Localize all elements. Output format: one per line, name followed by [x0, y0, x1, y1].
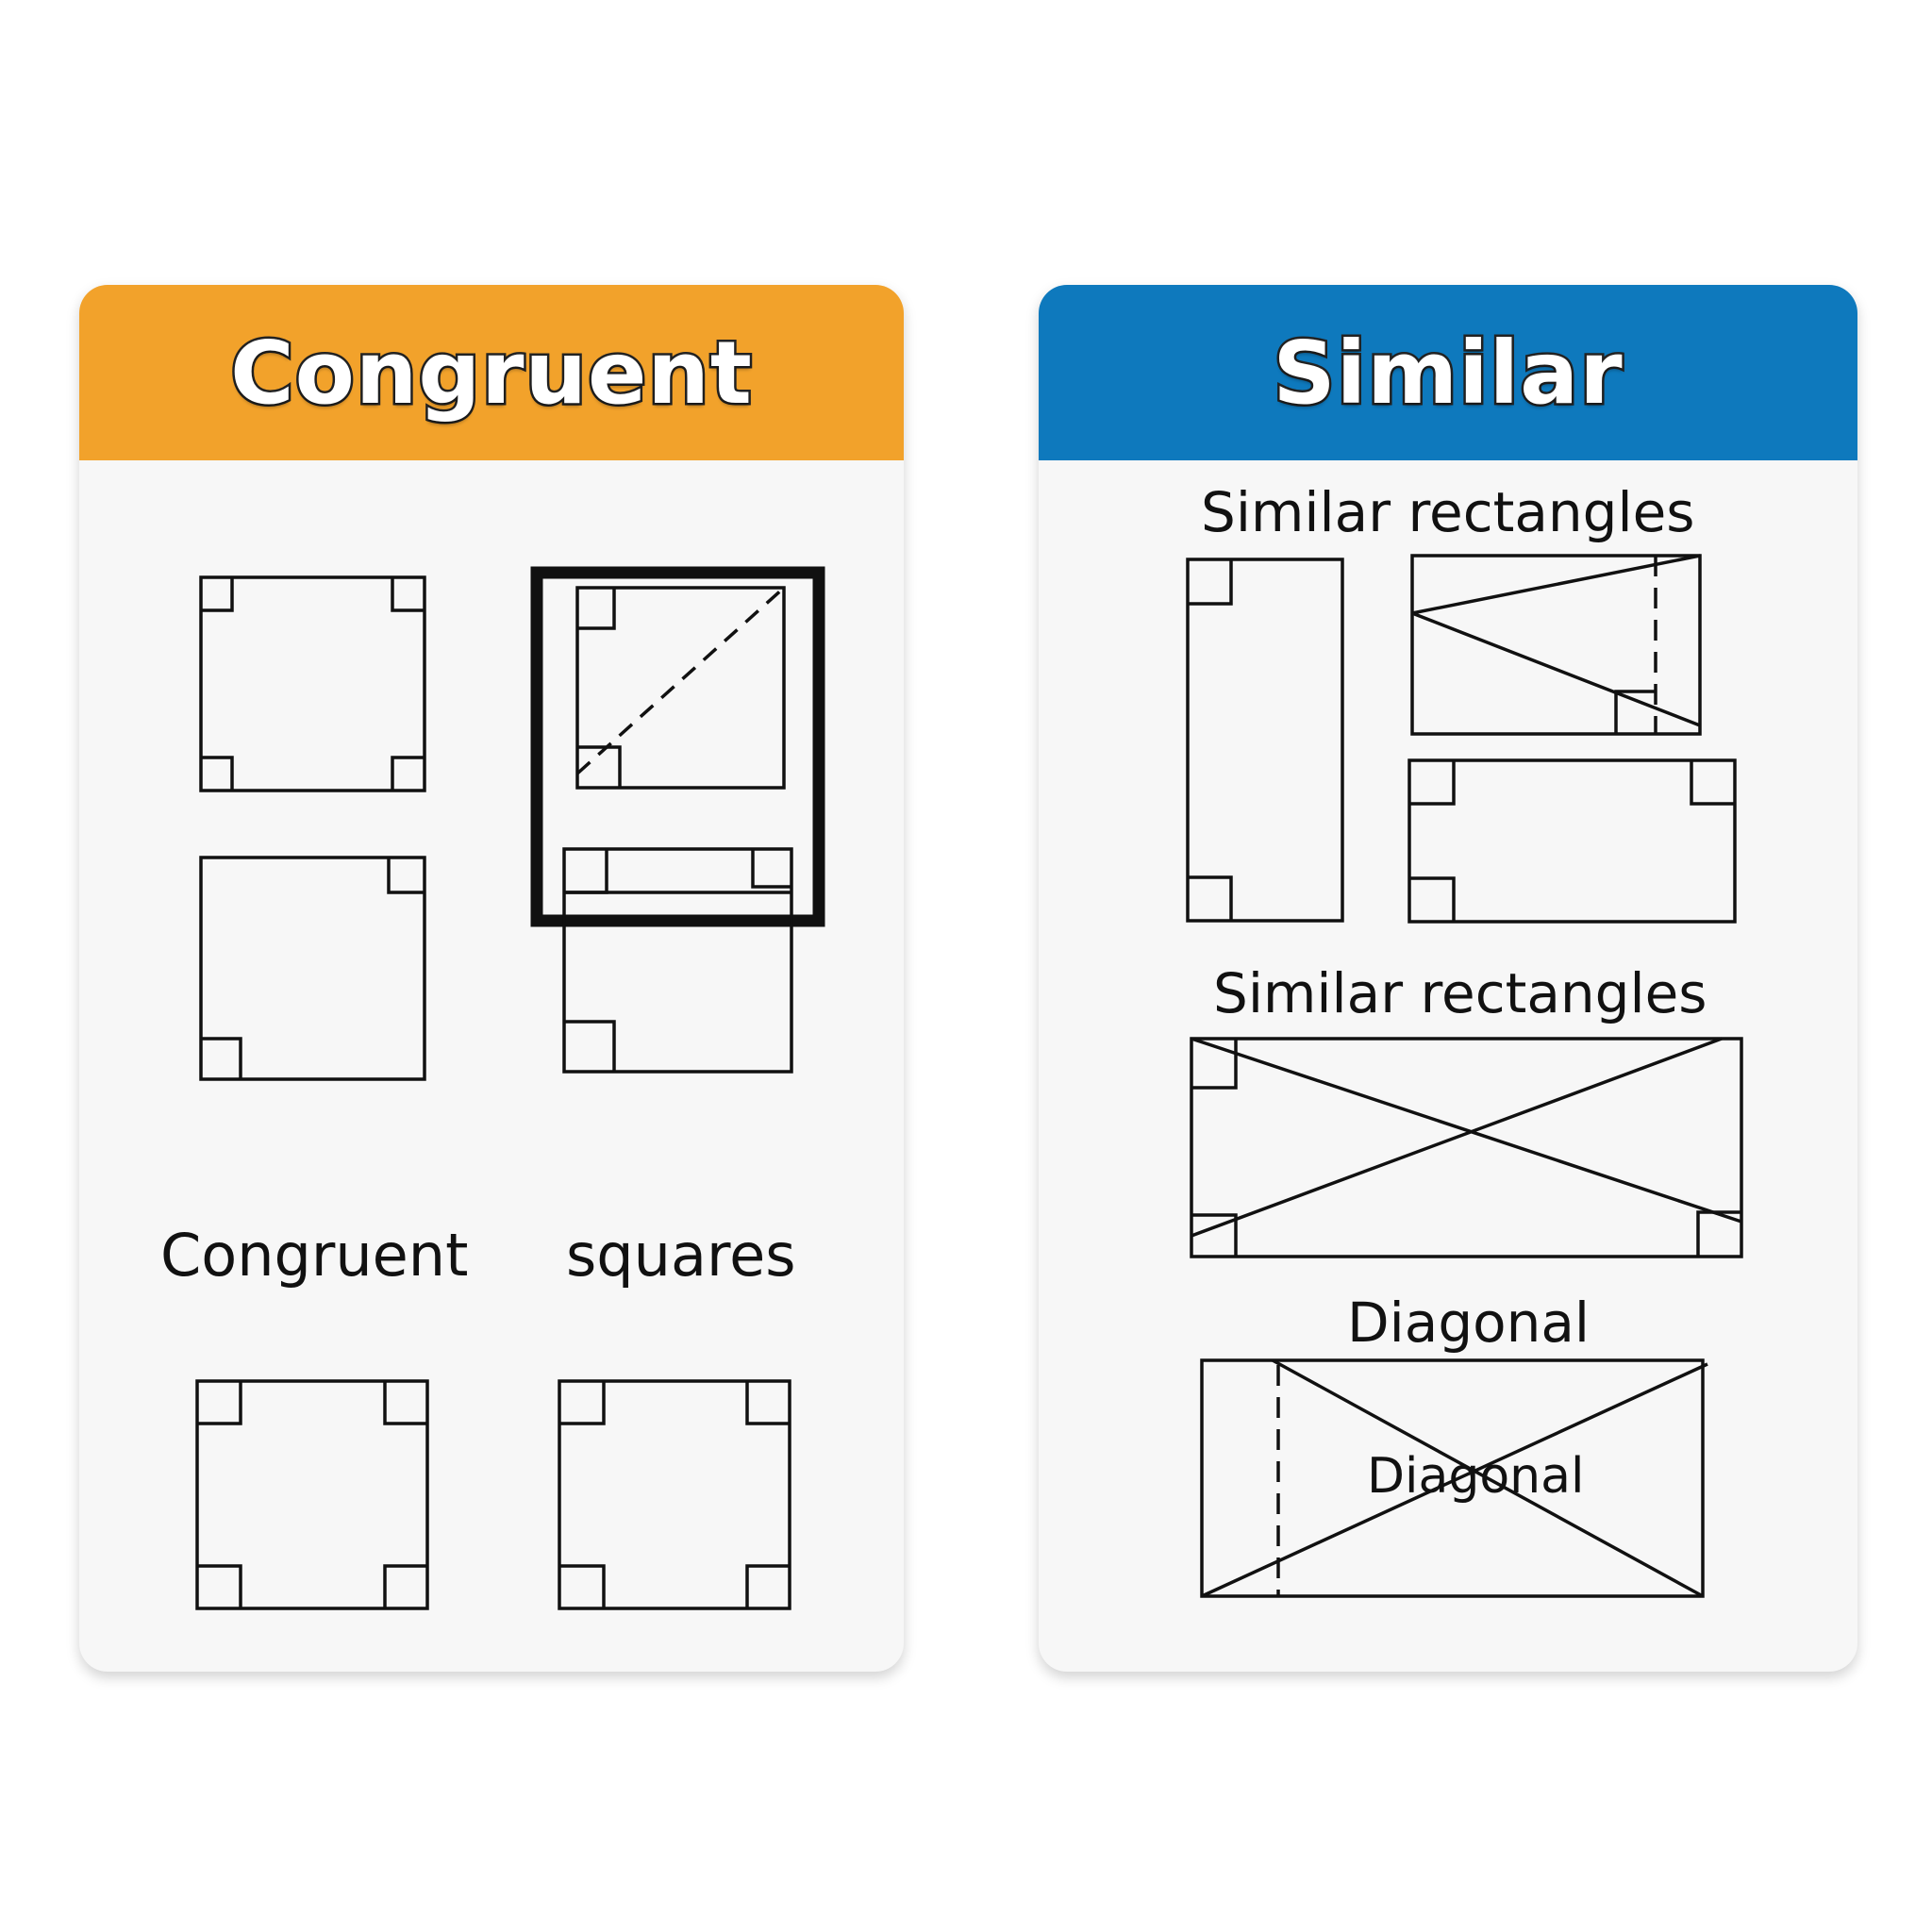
congruent-header: Congruent [79, 285, 904, 460]
diagonal-heading-label: Diagonal [1347, 1291, 1591, 1355]
congruent-title: Congruent [228, 320, 755, 425]
squares-label: squares [566, 1221, 796, 1290]
similar-rectangles-label-top: Similar rectangles [1201, 480, 1695, 544]
similar-header: Similar [1039, 285, 1857, 460]
similar-rectangles-label-middle: Similar rectangles [1213, 961, 1707, 1025]
congruent-label: Congruent [160, 1221, 469, 1290]
congruent-card: Congruent [79, 285, 904, 1672]
similar-title: Similar [1271, 320, 1624, 425]
diagonal-inner-label: Diagonal [1367, 1448, 1585, 1505]
